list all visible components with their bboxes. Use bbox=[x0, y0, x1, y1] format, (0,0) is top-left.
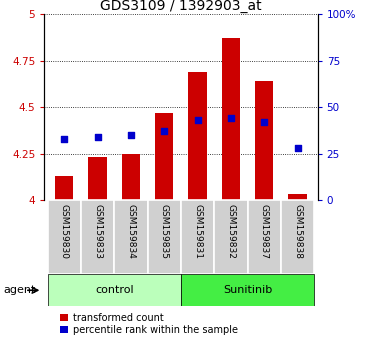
Text: GSM159832: GSM159832 bbox=[226, 204, 236, 259]
Bar bbox=[214, 200, 248, 274]
Text: GSM159830: GSM159830 bbox=[60, 204, 69, 259]
Text: agent: agent bbox=[4, 285, 36, 295]
Bar bbox=[122, 154, 140, 200]
Bar bbox=[48, 274, 181, 306]
Bar bbox=[181, 274, 314, 306]
Point bbox=[261, 119, 267, 125]
Legend: transformed count, percentile rank within the sample: transformed count, percentile rank withi… bbox=[60, 313, 238, 335]
Bar bbox=[55, 176, 74, 200]
Text: GSM159838: GSM159838 bbox=[293, 204, 302, 259]
Bar bbox=[222, 38, 240, 200]
Bar bbox=[181, 200, 214, 274]
Bar bbox=[288, 194, 307, 200]
Point bbox=[161, 129, 167, 134]
Bar bbox=[147, 200, 181, 274]
Text: control: control bbox=[95, 285, 134, 295]
Point bbox=[228, 115, 234, 121]
Bar bbox=[255, 81, 273, 200]
Bar bbox=[89, 157, 107, 200]
Point bbox=[128, 132, 134, 138]
Title: GDS3109 / 1392903_at: GDS3109 / 1392903_at bbox=[100, 0, 262, 13]
Text: GSM159833: GSM159833 bbox=[93, 204, 102, 259]
Text: GSM159834: GSM159834 bbox=[126, 204, 136, 259]
Text: Sunitinib: Sunitinib bbox=[223, 285, 272, 295]
Bar bbox=[48, 200, 81, 274]
Text: GSM159835: GSM159835 bbox=[160, 204, 169, 259]
Text: GSM159831: GSM159831 bbox=[193, 204, 202, 259]
Bar bbox=[81, 200, 114, 274]
Bar bbox=[155, 113, 174, 200]
Text: GSM159837: GSM159837 bbox=[260, 204, 269, 259]
Point bbox=[295, 145, 301, 151]
Bar bbox=[281, 200, 314, 274]
Point bbox=[194, 117, 201, 123]
Bar bbox=[188, 72, 207, 200]
Bar bbox=[114, 200, 147, 274]
Point bbox=[61, 136, 67, 142]
Bar bbox=[248, 200, 281, 274]
Point bbox=[95, 134, 101, 140]
